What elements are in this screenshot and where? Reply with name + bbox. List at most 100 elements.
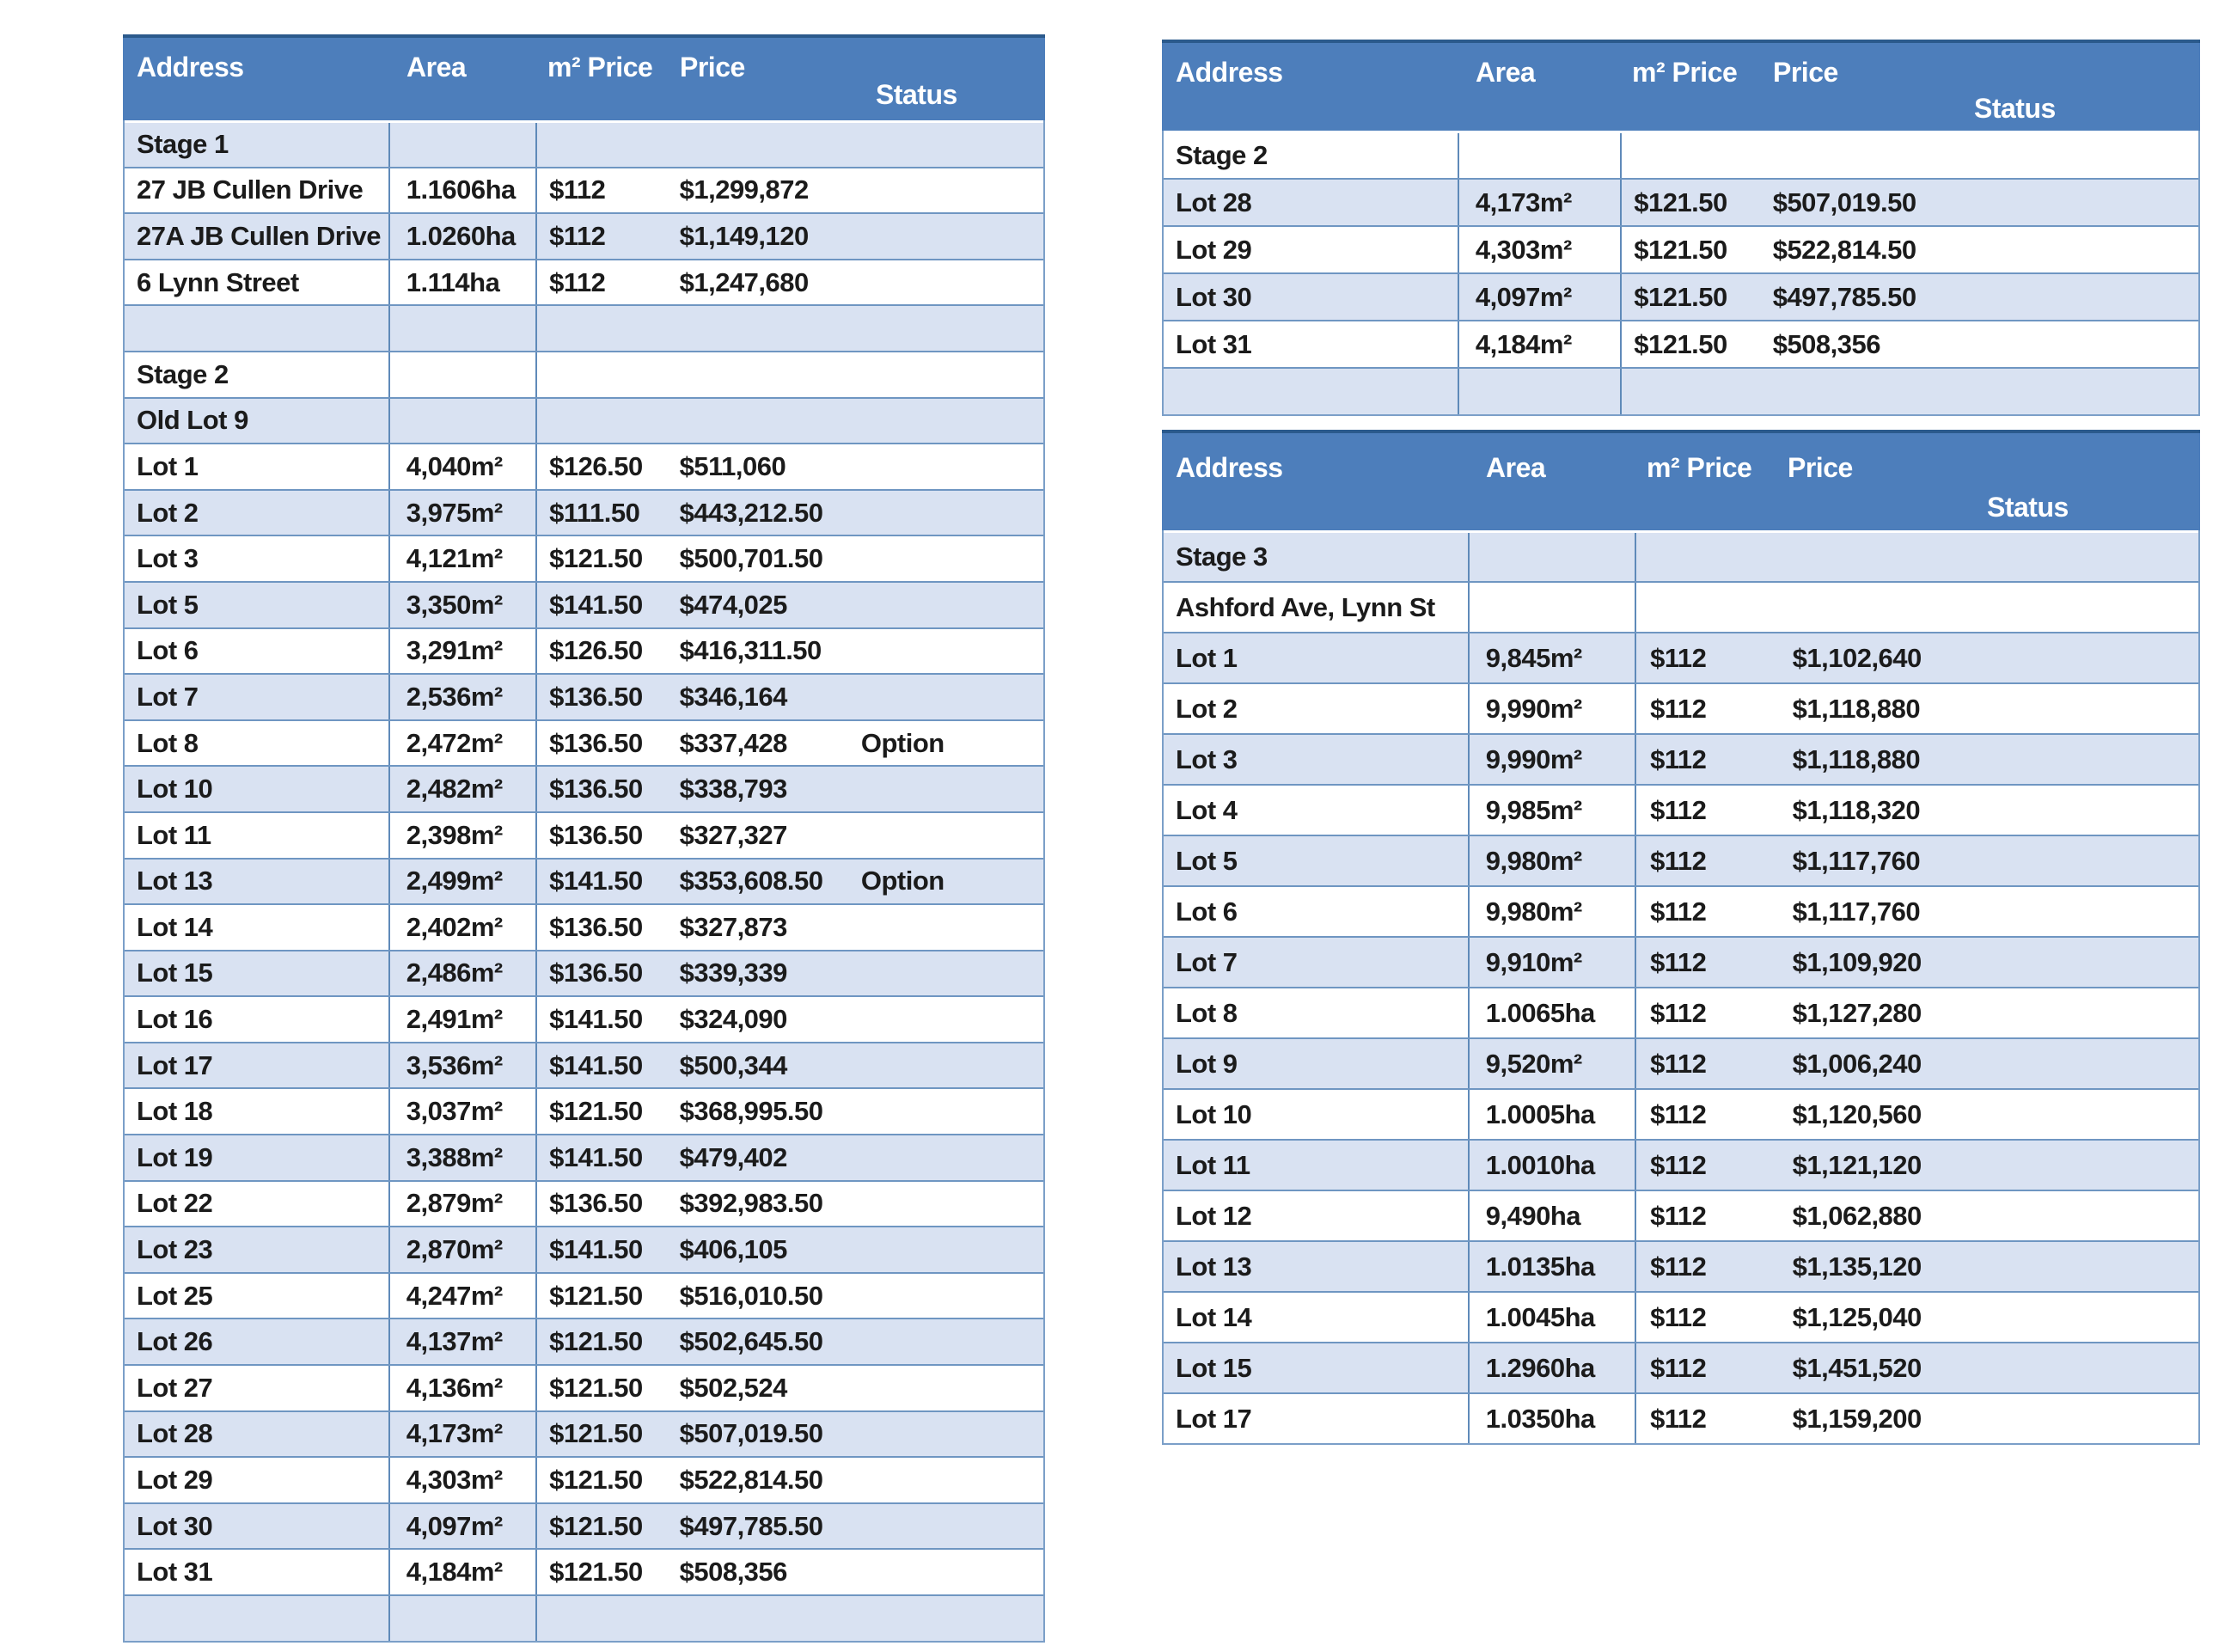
column-header-area: Area [1476, 57, 1536, 88]
cell-status [835, 1135, 1043, 1180]
cell-status [835, 675, 1043, 719]
cell-status [835, 168, 1043, 213]
cell-area [1470, 583, 1637, 632]
cell-price: $324,090 [679, 1004, 788, 1035]
cell-price: $1,118,880 [1792, 743, 1921, 774]
cell-price [666, 399, 835, 444]
column-header-status: Status [1987, 492, 2069, 523]
cell-status [835, 214, 1043, 259]
cell-m2-price: $136.50 [549, 819, 643, 850]
cell-area [390, 1596, 538, 1641]
table-row: Lot 27 4,136m² $121.50 $502,524 [125, 1364, 1043, 1410]
cell-status [835, 813, 1043, 858]
cell-status [1969, 1394, 2198, 1443]
cell-m2-price: $112 [1650, 693, 1707, 724]
cell-m2-price: $112 [1650, 1098, 1707, 1129]
table-row: 27 JB Cullen Drive 1.1606ha $112 $1,299,… [125, 166, 1043, 213]
table-row: Lot 31 4,184m² $121.50 $508,356 [1164, 320, 2198, 367]
cell-address: Lot 5 [125, 582, 390, 627]
cell-status: Option [860, 866, 944, 896]
cell-address: Lot 13 [125, 859, 390, 904]
column-header-status: Status [1974, 93, 2056, 124]
column-header-address: Address [1176, 452, 1283, 483]
cell-address: Old Lot 9 [125, 398, 390, 444]
cell-area: 2,482m² [390, 767, 538, 811]
cell-price: $1,451,520 [1792, 1352, 1922, 1383]
table-row: Lot 22 2,879m² $136.50 $392,983.50 [125, 1179, 1043, 1227]
cell-status [1969, 836, 2198, 885]
cell-m2-price: $121.50 [549, 1418, 643, 1449]
table-row: Lot 6 9,980m² $112 $1,117,760 [1164, 885, 2198, 936]
cell-m2-price: $121.50 [549, 1326, 643, 1357]
cell-status [835, 123, 1043, 167]
table-header: Address Area m² Price Price Status [1162, 40, 2200, 131]
cell-address: Lot 1 [125, 444, 390, 489]
table-row: Lot 12 9,490ha $112 $1,062,880 [1164, 1190, 2198, 1240]
cell-m2-price: $112 [1650, 1301, 1707, 1332]
cell-price: $502,645.50 [679, 1326, 823, 1357]
cell-price: $497,785.50 [1772, 281, 1916, 312]
cell-status [1969, 633, 2198, 682]
cell-address: Lot 26 [125, 1319, 390, 1365]
cell-area: 2,536m² [390, 675, 538, 719]
cell-price: $327,327 [679, 819, 788, 850]
cell-status [1969, 735, 2198, 784]
table-row: Lot 11 2,398m² $136.50 $327,327 [125, 811, 1043, 858]
cell-area: 9,910m² [1470, 938, 1637, 987]
cell-price: $368,995.50 [679, 1096, 823, 1127]
cell-m2-price [537, 306, 665, 351]
cell-status [835, 1504, 1043, 1549]
table-row: Lot 7 9,910m² $112 $1,109,920 [1164, 936, 2198, 987]
cell-area: 2,491m² [390, 997, 538, 1042]
cell-m2-price: $112 [1650, 794, 1707, 825]
column-header-price: Price [1788, 452, 1853, 483]
table-row: Lot 28 4,173m² $121.50 $507,019.50 [1164, 178, 2198, 225]
cell-m2-price [1622, 133, 1758, 178]
cell-address: Lot 18 [125, 1089, 390, 1135]
cell-price: $338,793 [679, 774, 788, 805]
table-row [1164, 367, 2198, 414]
cell-address: Lot 11 [125, 812, 390, 858]
cell-price: $1,120,560 [1792, 1098, 1922, 1129]
table-row: Lot 30 4,097m² $121.50 $497,785.50 [1164, 272, 2198, 320]
cell-m2-price: $121.50 [1634, 187, 1727, 217]
table-row: Lot 17 3,536m² $141.50 $500,344 [125, 1041, 1043, 1088]
table-row: Lot 2 9,990m² $112 $1,118,880 [1164, 682, 2198, 733]
cell-status [1956, 133, 2198, 178]
cell-area: 2,402m² [390, 905, 538, 950]
cell-area: 4,173m² [1459, 180, 1623, 225]
cell-status [835, 1043, 1043, 1088]
cell-price: $507,019.50 [679, 1418, 823, 1449]
cell-m2-price: $121.50 [1634, 234, 1727, 265]
cell-m2-price: $121.50 [549, 1510, 643, 1541]
cell-m2-price: $136.50 [549, 774, 643, 805]
cell-area: 9,520m² [1470, 1039, 1637, 1088]
cell-address: 27A JB Cullen Drive [125, 214, 390, 259]
cell-status [835, 491, 1043, 535]
cell-address: Lot 15 [1164, 1343, 1470, 1392]
cell-address: Lot 31 [1164, 321, 1459, 367]
cell-m2-price: $141.50 [549, 1049, 643, 1080]
cell-m2-price: $112 [1650, 743, 1707, 774]
cell-address: Stage 2 [125, 352, 390, 397]
cell-price: $516,010.50 [679, 1280, 823, 1311]
cell-m2-price: $112 [1650, 1352, 1707, 1383]
cell-price: $474,025 [679, 589, 788, 620]
table-row: Stage 2 [1164, 131, 2198, 178]
cell-area: 2,499m² [390, 859, 538, 904]
cell-address: Lot 2 [125, 490, 390, 535]
cell-status [1969, 1293, 2198, 1342]
cell-address: Lot 17 [1164, 1394, 1470, 1443]
cell-address: Lot 31 [125, 1550, 390, 1594]
cell-address: Lot 12 [1164, 1191, 1470, 1240]
table-row: Lot 31 4,184m² $121.50 $508,356 [125, 1548, 1043, 1594]
cell-address: Stage 2 [1164, 133, 1459, 178]
cell-price [1774, 583, 1969, 632]
cell-m2-price: $112 [549, 220, 606, 251]
cell-price: $392,983.50 [679, 1188, 823, 1219]
stage-1-2-price-table: Address Area m² Price Price Status Stage… [123, 34, 1045, 1643]
cell-status [1956, 369, 2198, 414]
cell-price: $1,102,640 [1792, 642, 1922, 673]
cell-area: 4,173m² [390, 1411, 538, 1457]
column-header-m2-price: m² Price [1632, 57, 1738, 88]
